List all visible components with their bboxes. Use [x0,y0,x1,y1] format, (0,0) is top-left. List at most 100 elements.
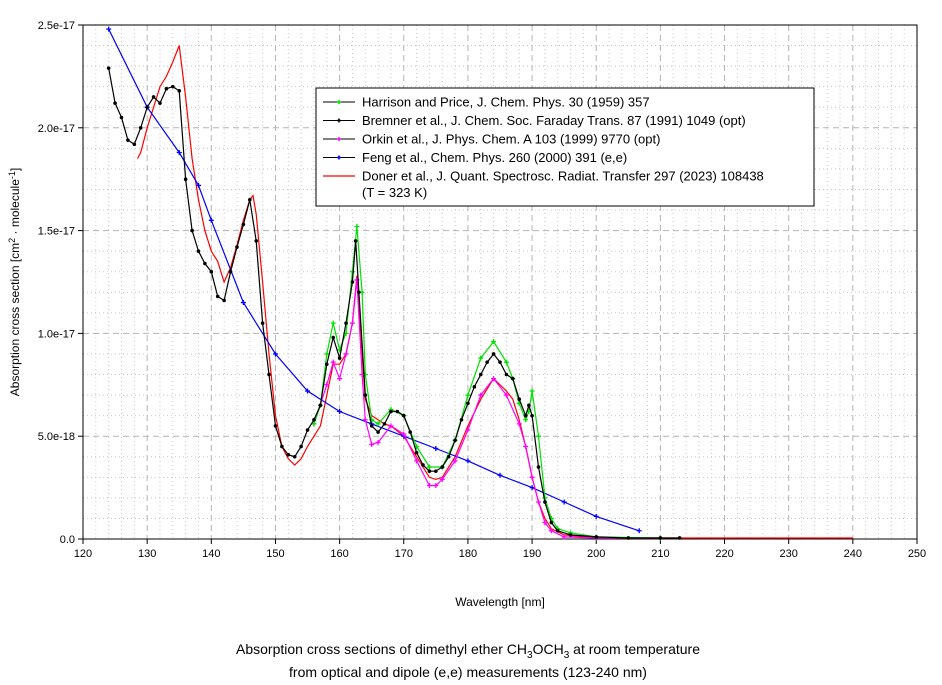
data-point [369,424,374,428]
legend: Harrison and Price, J. Chem. Phys. 30 (1… [315,87,815,207]
data-point [478,355,484,361]
x-tick-label: 140 [202,548,220,560]
data-point [503,359,509,365]
data-point [516,421,522,427]
data-point [350,280,355,284]
data-point [408,430,412,434]
data-point [145,105,149,110]
data-point [453,438,457,443]
data-point [375,439,381,445]
data-point [208,217,214,223]
data-point [324,382,330,388]
data-point [593,513,599,519]
data-point [561,499,567,505]
series-line [108,28,640,532]
x-tick-label: 160 [330,548,348,560]
data-point [517,397,522,401]
data-point [305,428,310,432]
data-point [286,452,291,457]
data-point [401,413,406,418]
legend-marker [337,118,341,123]
data-point [535,433,541,439]
data-point [330,359,336,365]
data-point [354,223,360,229]
data-point [446,454,451,459]
data-point [530,413,534,418]
x-axis-label: Wavelength [nm] [455,595,545,609]
data-point [497,472,503,478]
legend-label: Harrison and Price, J. Chem. Phys. 30 (1… [362,95,650,110]
chart-title-line2: from optical and dipole (e,e) measuremen… [289,664,647,680]
data-point [388,423,394,429]
data-point [421,463,425,467]
data-point [523,413,528,418]
data-point [491,352,496,356]
data-point [452,458,458,464]
data-point [132,142,137,147]
legend-label: Orkin et al., J. Phys. Chem. A 103 (1999… [362,132,660,147]
x-tick-label: 190 [523,548,541,560]
data-point [677,536,682,540]
data-point [376,430,380,434]
data-point [267,372,271,377]
data-point [344,321,348,325]
y-tick-label: 0.0 [60,534,75,546]
data-point [523,417,529,423]
axis-ticks: 120 130 140 150 160 170 180 190 200 210 220 230 240 2… [38,20,926,560]
data-point [529,485,535,491]
data-point [498,360,502,364]
data-point [311,421,317,427]
data-point [555,528,560,533]
data-point [353,239,358,243]
data-point [465,427,471,433]
data-point [414,458,420,464]
legend-box [315,87,815,207]
data-point [626,536,631,540]
data-point [658,536,663,540]
data-point [177,88,182,93]
data-point [119,115,124,120]
data-point [504,372,509,377]
series-line [313,226,661,539]
data-point [106,26,112,32]
data-point [324,362,329,367]
data-point [459,417,464,422]
series-5 [136,45,853,539]
data-point [523,443,529,449]
data-point [382,422,387,426]
y-axis-label: Absorption cross section [cm2 · molecule… [7,168,22,396]
data-point [491,376,497,382]
data-point [478,392,484,398]
data-point [183,177,188,181]
data-point [215,294,220,299]
data-point [527,403,531,408]
legend-marker [337,137,341,141]
data-point [369,441,375,447]
data-point [357,290,361,295]
data-point [273,424,278,428]
y-tick-label: 1.5e-17 [38,226,75,238]
x-tick-label: 240 [844,548,862,560]
data-point [330,320,336,326]
data-point [594,535,599,539]
data-point [543,500,547,504]
x-tick-label: 150 [266,548,284,560]
data-point [254,239,259,243]
legend-marker [337,100,341,104]
data-point [106,66,111,70]
series-3 [311,277,663,541]
data-point [331,335,336,340]
data-point [542,520,548,526]
data-point [248,197,252,202]
legend-label-line2: (T = 323 K) [362,185,427,200]
data-point [195,182,201,188]
data-point [349,320,355,326]
data-point [337,409,343,415]
data-point [433,446,439,452]
data-point [511,376,515,381]
y-tick-label: 2.0e-17 [38,123,75,135]
data-point [337,356,342,360]
data-point [568,533,573,537]
data-point [465,458,471,464]
